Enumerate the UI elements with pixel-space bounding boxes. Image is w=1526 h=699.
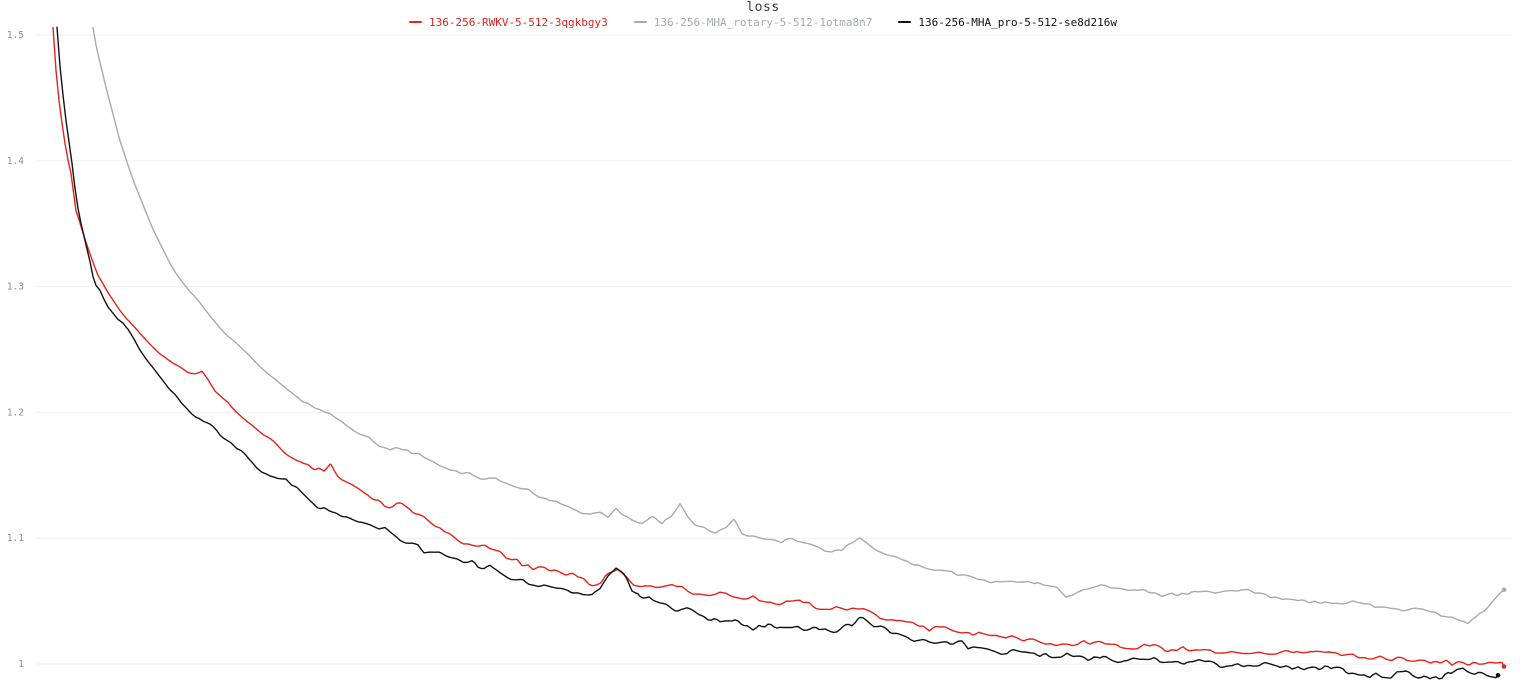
legend-item-mha-pro[interactable]: 136-256-MHA_pro-5-512-se8d216w — [898, 16, 1117, 29]
legend-label: 136-256-MHA_rotary-5-512-1otma8n7 — [653, 15, 873, 29]
legend-label: 136-256-MHA_pro-5-512-se8d216w — [918, 15, 1118, 29]
y-tick-label: 1.4 — [7, 156, 24, 167]
legend-line-marker-icon — [898, 21, 912, 23]
y-tick-label: 1 — [18, 659, 24, 670]
y-tick-label: 1.5 — [7, 30, 24, 41]
series-line-0[interactable] — [52, 26, 1505, 668]
series-end-dot — [1501, 587, 1507, 593]
legend: 136-256-RWKV-5-512-3qgkbgy3 136-256-MHA_… — [0, 15, 1526, 29]
legend-line-marker-icon — [408, 21, 422, 23]
series-end-dot — [1495, 673, 1501, 678]
y-tick-label: 1.1 — [7, 533, 24, 544]
legend-item-rwkv[interactable]: 136-256-RWKV-5-512-3qgkbgy3 — [408, 15, 608, 29]
legend-line-marker-icon — [633, 21, 647, 23]
series-line-1[interactable] — [92, 26, 1505, 625]
series-line-2[interactable] — [56, 26, 1499, 680]
y-tick-label: 1.2 — [7, 407, 24, 418]
legend-label: 136-256-RWKV-5-512-3qgkbgy3 — [428, 15, 608, 29]
legend-item-mha-rotary[interactable]: 136-256-MHA_rotary-5-512-1otma8n7 — [633, 15, 873, 29]
y-tick-label: 1.3 — [7, 282, 24, 293]
series-end-dot — [1501, 664, 1507, 669]
chart-title: loss — [746, 0, 780, 15]
